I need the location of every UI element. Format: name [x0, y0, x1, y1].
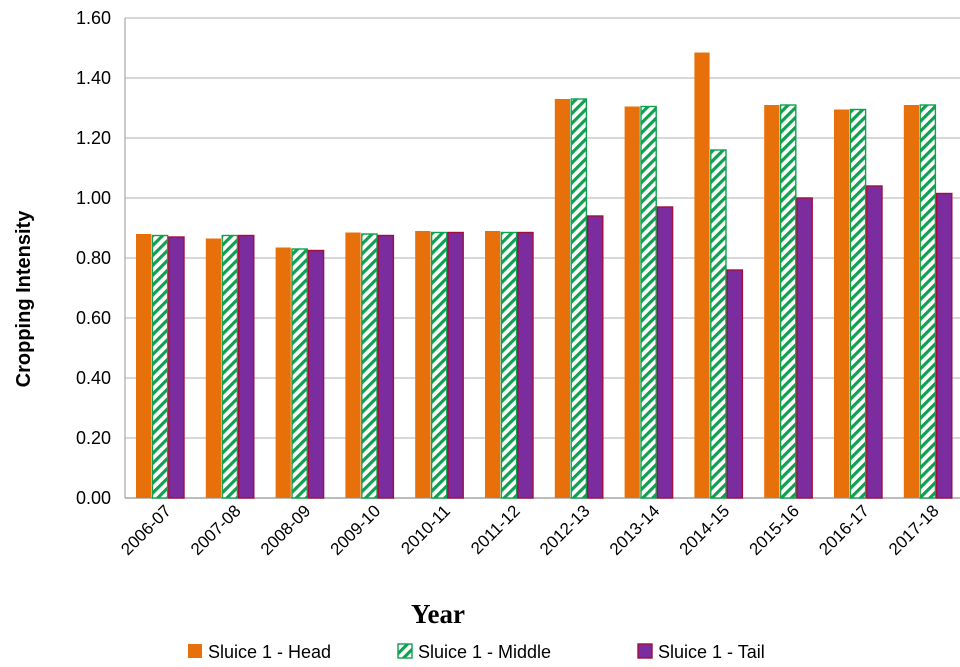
- bar-sluice-1-head-2006-07: [136, 234, 152, 498]
- y-tick-label: 1.00: [76, 188, 111, 208]
- bar-sluice-1-middle-2016-17: [849, 108, 867, 499]
- x-tick-label: 2007-08: [187, 501, 245, 559]
- x-tick-label: 2017-18: [885, 501, 943, 559]
- bar-sluice-1-head-2011-12: [485, 231, 501, 498]
- bar-sluice-1-head-2017-18: [903, 105, 919, 498]
- y-tick-labels: 0.00 0.20 0.40 0.60 0.80 1.00 1.20 1.40 1.60: [76, 8, 111, 508]
- bar-sluice-1-head-2013-14: [624, 106, 640, 498]
- bar-sluice-1-tail-2017-18: [935, 192, 953, 499]
- y-tick-label: 0.60: [76, 308, 111, 328]
- legend: Sluice 1 - Head Sluice 1 - Middle Sluice 1…: [188, 642, 765, 662]
- x-axis-label: Year: [411, 599, 465, 629]
- x-tick-label: 2016-17: [815, 501, 873, 559]
- bar-sluice-1-middle-2009-10: [361, 233, 378, 499]
- x-tick-label: 2009-10: [327, 501, 385, 559]
- bar-sluice-1-tail-2010-11: [447, 231, 464, 499]
- y-tick-label: 1.60: [76, 8, 111, 28]
- bar-sluice-1-head-2015-16: [764, 105, 780, 498]
- y-tick-label: 1.40: [76, 68, 111, 88]
- bar-sluice-1-tail-2011-12: [517, 231, 534, 499]
- legend-label: Sluice 1 - Tail: [658, 642, 765, 662]
- axes: [124, 18, 960, 499]
- x-tick-labels: 2006-07 2007-08 2008-09 2009-10 2010-11 2011-…: [117, 501, 942, 559]
- bar-sluice-1-middle-2007-08: [221, 234, 239, 499]
- bar-sluice-1-middle-2017-18: [919, 104, 937, 499]
- x-tick-label: 2015-16: [745, 501, 803, 559]
- x-tick-label: 2006-07: [117, 501, 175, 559]
- y-tick-label: 0.00: [76, 488, 111, 508]
- x-tick-label: 2012-13: [536, 501, 594, 559]
- y-tick-label: 0.20: [76, 428, 111, 448]
- bar-sluice-1-head-2012-13: [554, 99, 570, 498]
- bar-sluice-1-head-2008-09: [275, 247, 291, 498]
- bar-sluice-1-tail-2014-15: [726, 269, 744, 499]
- x-tick-label: 2010-11: [397, 501, 454, 558]
- bar-sluice-1-tail-2006-07: [168, 236, 185, 499]
- bar-sluice-1-middle-2013-14: [640, 105, 657, 499]
- bar-sluice-1-tail-2016-17: [866, 185, 883, 499]
- bar-sluice-1-middle-2008-09: [291, 248, 308, 499]
- x-tick-label: 2013-14: [606, 501, 664, 559]
- bar-sluice-1-middle-2015-16: [779, 104, 797, 499]
- bar-sluice-1-tail-2013-14: [656, 206, 674, 499]
- y-tick-label: 1.20: [76, 128, 111, 148]
- bar-sluice-1-middle-2010-11: [430, 231, 448, 499]
- bar-sluice-1-head-2016-17: [834, 109, 850, 498]
- bar-sluice-1-head-2010-11: [415, 231, 431, 498]
- bar-sluice-1-head-2009-10: [345, 232, 361, 498]
- bar-sluice-1-tail-2008-09: [307, 249, 325, 499]
- x-tick-label: 2011-12: [467, 501, 524, 558]
- legend-item: Sluice 1 - Head: [188, 642, 331, 662]
- y-tick-label: 0.40: [76, 368, 111, 388]
- legend-item: Sluice 1 - Middle: [397, 642, 551, 662]
- bars: [136, 52, 953, 499]
- bar-sluice-1-middle-2011-12: [500, 231, 518, 499]
- bar-sluice-1-tail-2015-16: [796, 197, 813, 499]
- bar-sluice-1-tail-2012-13: [586, 215, 604, 499]
- legend-label: Sluice 1 - Middle: [418, 642, 551, 662]
- gridlines: [125, 17, 960, 439]
- x-tick-label: 2008-09: [257, 501, 315, 559]
- bar-sluice-1-head-2014-15: [694, 52, 710, 498]
- bar-sluice-1-tail-2007-08: [237, 234, 255, 499]
- bar-sluice-1-middle-2014-15: [710, 149, 727, 499]
- bar-sluice-1-middle-2006-07: [151, 234, 169, 499]
- legend-swatch: [188, 644, 202, 658]
- x-tick-label: 2014-15: [676, 501, 734, 559]
- bar-sluice-1-middle-2012-13: [570, 98, 588, 499]
- y-axis-label: Cropping Intensity: [13, 210, 35, 388]
- legend-item: Sluice 1 - Tail: [637, 642, 765, 662]
- legend-swatch: [397, 643, 413, 659]
- bar-sluice-1-head-2007-08: [205, 238, 221, 498]
- bar-sluice-1-tail-2009-10: [377, 234, 395, 499]
- y-tick-label: 0.80: [76, 248, 111, 268]
- legend-swatch: [637, 643, 653, 659]
- legend-label: Sluice 1 - Head: [208, 642, 331, 662]
